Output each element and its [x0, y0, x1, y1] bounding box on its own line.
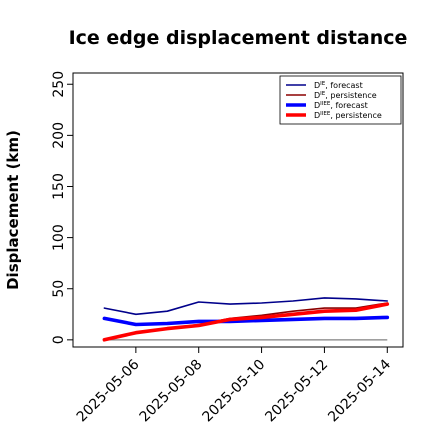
x-tick-label: 2025-05-10: [200, 357, 269, 426]
legend-entry: DIE, forecast: [314, 81, 363, 90]
y-tick-label: 200: [51, 122, 67, 149]
legend-entry: DIIEE, forecast: [314, 101, 368, 110]
series-line-4: [102, 302, 390, 342]
x-tick-label: 2025-05-08: [137, 357, 206, 426]
series-layer: [102, 297, 390, 342]
y-tick-label: 100: [51, 224, 67, 251]
series-line-3: [102, 315, 390, 327]
y-axis-label: Displacement (km): [4, 130, 22, 290]
chart-title: Ice edge displacement distance: [69, 27, 408, 49]
plot-frame: [72, 72, 404, 348]
x-tick-label: 2025-05-14: [325, 356, 394, 425]
x-tick-label: 2025-05-06: [74, 356, 143, 425]
y-tick-label: 150: [51, 173, 67, 200]
y-tick-label: 250: [51, 71, 67, 98]
y-tick-label: 50: [51, 280, 67, 298]
x-tick-label: 2025-05-12: [262, 357, 331, 426]
y-axis: 0 50 100 150 200 250: [51, 71, 73, 344]
y-tick-label: 0: [51, 335, 67, 344]
legend-entry: DIE, persistence: [314, 91, 377, 100]
series-line-1: [103, 297, 389, 316]
x-axis: 2025-05-062025-05-082025-05-102025-05-12…: [74, 347, 394, 425]
legend-entry: DIIEE, persistence: [314, 111, 382, 120]
